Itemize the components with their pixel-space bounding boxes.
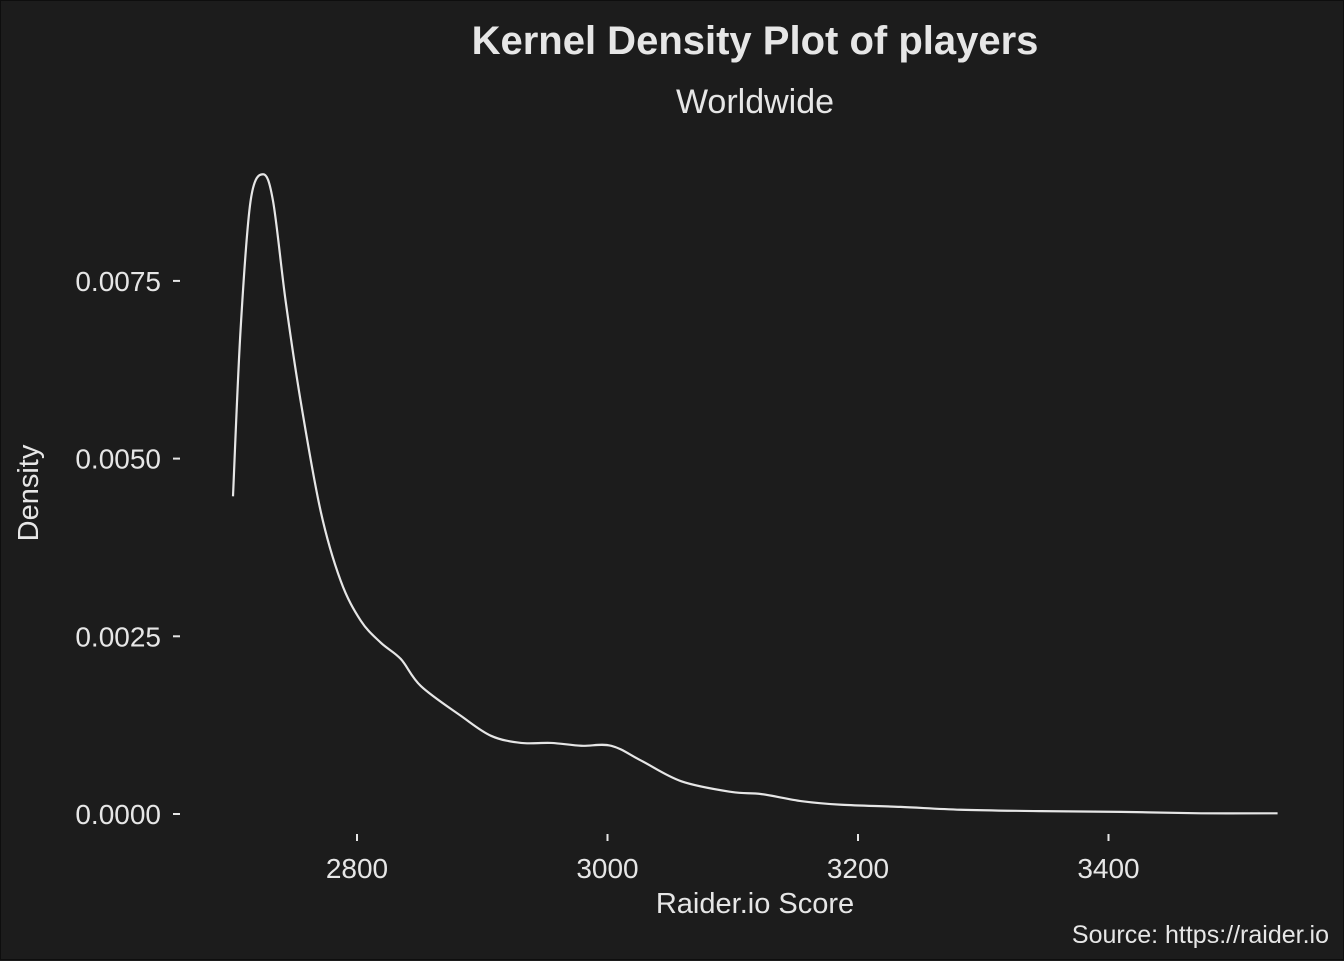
density-line <box>231 173 1278 815</box>
y-axis-label: Density <box>13 444 45 541</box>
y-tick-label: 0.0025 <box>75 621 161 652</box>
chart-title: Kernel Density Plot of players <box>472 19 1039 63</box>
chart-subtitle: Worldwide <box>676 83 834 121</box>
x-tick-label: 2800 <box>326 853 388 884</box>
x-axis-label: Raider.io Score <box>656 888 854 920</box>
y-tick-label: 0.0075 <box>75 266 161 297</box>
x-tick-label: 3200 <box>827 853 889 884</box>
chart-caption: Source: https://raider.io <box>1072 921 1329 949</box>
y-tick-label: 0.0000 <box>75 799 161 830</box>
x-tick-label: 3400 <box>1077 853 1139 884</box>
y-tick-label: 0.0050 <box>75 444 161 475</box>
x-tick-label: 3000 <box>576 853 638 884</box>
